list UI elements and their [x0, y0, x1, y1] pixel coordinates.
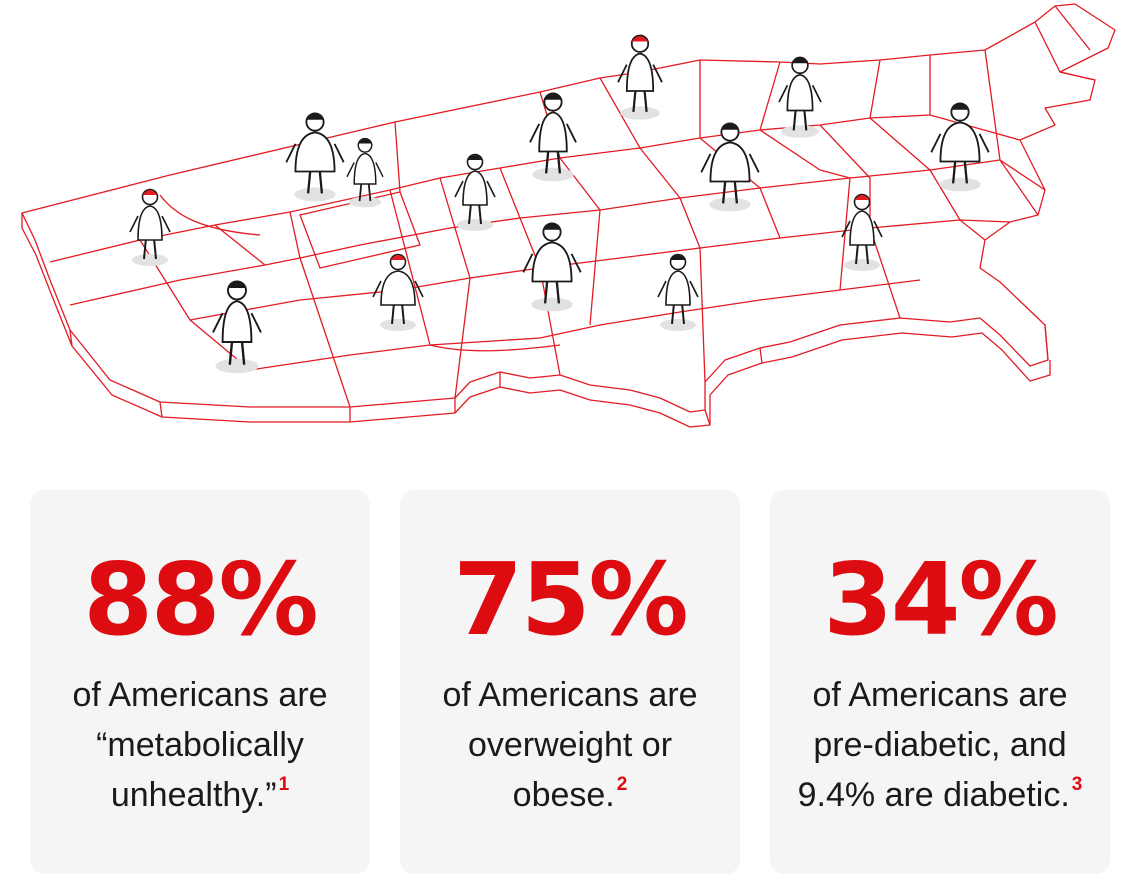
stat-line: of Americans are [72, 676, 328, 714]
person-figure [930, 102, 990, 192]
footnote-marker: 2 [616, 774, 628, 795]
stat-line-last: 9.4% are diabetic. 3 [780, 770, 1100, 820]
footnote-marker: 3 [1071, 774, 1083, 795]
footnote-marker: 1 [278, 774, 290, 795]
stat-description: of Americans are pre-diabetic, and 9.4% … [780, 670, 1100, 820]
person-figure [346, 137, 384, 208]
person-figure [212, 280, 262, 374]
person-figure [700, 122, 760, 212]
stat-line: pre-diabetic, and [813, 726, 1067, 764]
person-figure [454, 153, 496, 231]
person-figure [841, 193, 883, 271]
people-figures [129, 34, 990, 374]
person-figure [522, 222, 582, 312]
stat-description: of Americans are “metabolically unhealth… [40, 670, 360, 820]
stat-line-last: unhealthy.” 1 [40, 770, 360, 820]
stat-line-last: obese. 2 [410, 770, 730, 820]
stat-line: of Americans are [442, 676, 698, 714]
person-figure [529, 92, 577, 182]
stat-line: “metabolically [96, 726, 304, 764]
us-map-svg [21, 3, 1116, 428]
person-figure [657, 253, 699, 331]
person-figure [285, 112, 345, 202]
person-figure [778, 56, 822, 138]
stat-description: of Americans are overweight or obese. 2 [410, 670, 730, 820]
stat-card-metabolic: 88% of Americans are “metabolically unhe… [30, 490, 370, 874]
stat-card-diabetic: 34% of Americans are pre-diabetic, and 9… [770, 490, 1110, 874]
stat-line: overweight or [467, 726, 673, 764]
person-figure [372, 253, 424, 331]
stat-value: 34% [823, 541, 1058, 658]
stat-line: of Americans are [812, 676, 1068, 714]
stat-value: 88% [83, 541, 318, 658]
person-figure [617, 34, 663, 120]
stats-section: 88% of Americans are “metabolically unhe… [30, 490, 1110, 874]
stat-line-text: 9.4% are diabetic. [797, 776, 1070, 814]
stat-card-overweight: 75% of Americans are overweight or obese… [400, 490, 740, 874]
stat-line-text: obese. [512, 776, 615, 814]
person-figure [129, 188, 171, 266]
us-map-illustration [21, 3, 1116, 428]
stat-line-text: unhealthy.” [110, 776, 277, 814]
stat-value: 75% [453, 541, 688, 658]
